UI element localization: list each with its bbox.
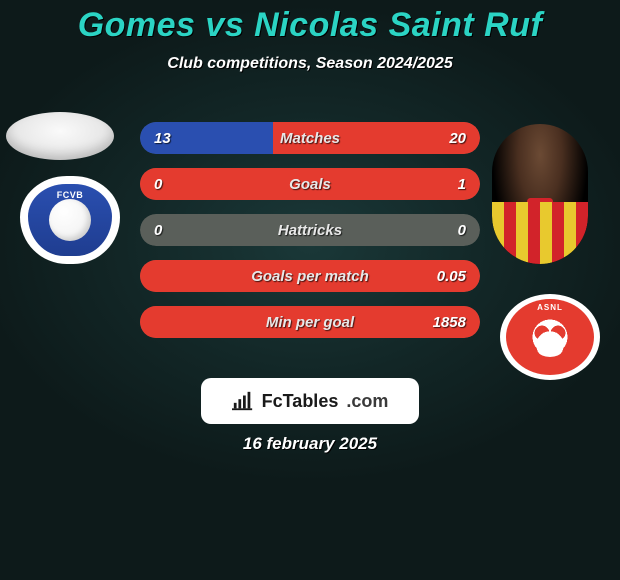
date-label: 16 february 2025 [0, 434, 620, 454]
bar-chart-icon [232, 390, 254, 412]
stat-row: Goals per match0.05 [140, 260, 480, 292]
subtitle: Club competitions, Season 2024/2025 [0, 55, 620, 73]
stat-label: Matches [140, 130, 480, 147]
stat-label: Goals [140, 176, 480, 193]
brand-suffix: .com [346, 391, 388, 412]
brand-name: FcTables [262, 391, 339, 412]
stat-label: Goals per match [140, 268, 480, 285]
stat-row: 0Goals1 [140, 168, 480, 200]
stat-label: Min per goal [140, 314, 480, 331]
stat-row: 13Matches20 [140, 122, 480, 154]
stat-value-right: 20 [449, 130, 466, 147]
page-title: Gomes vs Nicolas Saint Ruf [0, 0, 620, 45]
stat-value-right: 1858 [433, 314, 466, 331]
brand-badge: FcTables .com [201, 378, 419, 424]
stats-container: 13Matches200Goals10Hattricks0Goals per m… [0, 122, 620, 338]
stat-row: 0Hattricks0 [140, 214, 480, 246]
stat-value-right: 0 [458, 222, 466, 239]
stat-label: Hattricks [140, 222, 480, 239]
stat-value-right: 0.05 [437, 268, 466, 285]
comparison-card: Gomes vs Nicolas Saint Ruf Club competit… [0, 0, 620, 580]
stat-value-right: 1 [458, 176, 466, 193]
stat-row: Min per goal1858 [140, 306, 480, 338]
